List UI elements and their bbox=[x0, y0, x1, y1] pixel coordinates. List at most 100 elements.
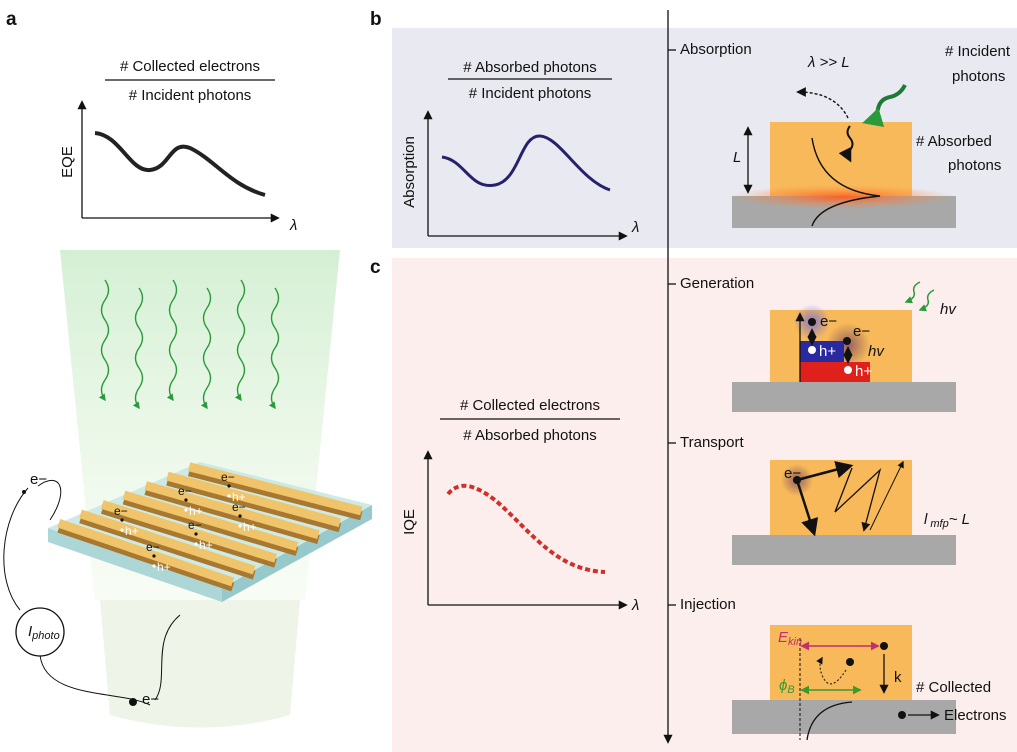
electron-label: e− bbox=[820, 313, 837, 330]
hole-label: h+ bbox=[855, 363, 872, 380]
symbol: l bbox=[924, 511, 928, 528]
electron-label: e− bbox=[853, 323, 870, 340]
subscript: mfp bbox=[930, 518, 948, 530]
electrode bbox=[100, 500, 277, 563]
rate-label: k bbox=[894, 669, 902, 686]
wire bbox=[3, 487, 29, 611]
hot-hole-band bbox=[800, 362, 870, 382]
reflection bbox=[816, 656, 847, 685]
collected-label: Electrons bbox=[944, 707, 1007, 724]
photon-label: hv bbox=[868, 343, 885, 360]
electron-dot bbox=[898, 711, 906, 719]
ammeter bbox=[15, 607, 65, 657]
symbol: E bbox=[778, 629, 789, 646]
absorbed-label: photons bbox=[948, 157, 1001, 174]
slab-side bbox=[48, 528, 222, 602]
electron-dot bbox=[184, 498, 188, 502]
electrode-side bbox=[166, 476, 342, 533]
electron-label: e− bbox=[114, 504, 128, 518]
y-axis-label: Absorption bbox=[401, 136, 418, 208]
electron-dot bbox=[194, 532, 198, 536]
electrode-side bbox=[188, 467, 363, 521]
substrate bbox=[732, 700, 956, 734]
electron-dot bbox=[129, 698, 137, 706]
electron-dot bbox=[22, 490, 26, 494]
electron-label: e− bbox=[784, 465, 801, 482]
hole-label: h+ bbox=[157, 560, 171, 574]
electron-label: e− bbox=[232, 500, 246, 514]
iqe-curve bbox=[446, 483, 606, 574]
panel-label: a bbox=[6, 9, 17, 30]
absorbed-photon bbox=[838, 125, 854, 163]
electrode-side bbox=[57, 524, 235, 592]
photon-wave bbox=[132, 287, 144, 410]
subscript: kin bbox=[788, 636, 802, 648]
ratio-numerator: # Collected electrons bbox=[120, 58, 260, 75]
hole-label: h+ bbox=[125, 524, 139, 538]
electron-dot bbox=[238, 514, 242, 518]
incident-label: # Incident bbox=[945, 43, 1011, 60]
panel-a: a # Collected electrons # Incident photo… bbox=[3, 9, 372, 728]
electron-label: e− bbox=[146, 540, 160, 554]
panel-label: b bbox=[370, 9, 382, 30]
electron-label: e− bbox=[178, 484, 192, 498]
x-axis-label: λ bbox=[631, 219, 639, 236]
hole-dot bbox=[808, 346, 816, 354]
electrode bbox=[79, 509, 256, 575]
hole-label: h+ bbox=[232, 490, 246, 504]
transmitted-light bbox=[100, 600, 300, 728]
hole-dot bbox=[120, 528, 124, 532]
electrode bbox=[166, 471, 342, 528]
ratio-denominator: # Absorbed photons bbox=[463, 427, 596, 444]
hole-dot bbox=[844, 366, 852, 374]
trajectory bbox=[834, 467, 882, 532]
ratio-denominator: # Incident photons bbox=[469, 85, 592, 102]
absorption-diagram: L λ >> L # Incident photons # Absorbed p… bbox=[730, 43, 1011, 228]
electron-label: e− bbox=[221, 470, 235, 484]
x-axis-label: λ bbox=[631, 597, 639, 614]
hole-dot bbox=[152, 564, 156, 568]
panel-label: c bbox=[370, 257, 381, 278]
stage-label: Generation bbox=[680, 275, 754, 292]
incident-photon bbox=[862, 84, 907, 127]
panel-c-background bbox=[392, 258, 1017, 752]
hole-label: h+ bbox=[243, 520, 257, 534]
current-label: Iphoto bbox=[28, 623, 60, 642]
electrode-side bbox=[144, 486, 320, 544]
absorption-glow bbox=[730, 185, 954, 209]
thickness-label: L bbox=[733, 149, 741, 166]
hole-label: h+ bbox=[189, 504, 203, 518]
photon-wave bbox=[268, 287, 280, 410]
stage-label: Absorption bbox=[680, 41, 752, 58]
hole-dot bbox=[184, 508, 188, 512]
incident-label: photons bbox=[952, 68, 1005, 85]
generation-diagram: e− h+ e− h+ hv hv bbox=[732, 281, 957, 412]
schottky-barrier bbox=[806, 701, 853, 741]
field-profile bbox=[811, 137, 881, 227]
ratio-denominator: # Incident photons bbox=[129, 87, 252, 104]
x-axis-label: λ bbox=[289, 217, 297, 234]
electron-dot bbox=[880, 642, 888, 650]
eqe-curve bbox=[94, 131, 266, 197]
symbol: I bbox=[28, 623, 32, 640]
electrode-side bbox=[100, 505, 277, 568]
photon-wave bbox=[904, 281, 921, 304]
collected-label: # Collected bbox=[916, 679, 991, 696]
hole-dot bbox=[238, 524, 242, 528]
hole-label: h+ bbox=[199, 538, 213, 552]
barrier-label: ϕB bbox=[779, 677, 795, 696]
symbol: ϕ bbox=[779, 677, 787, 694]
subscript: photo bbox=[31, 630, 60, 642]
electron-label: e− bbox=[142, 691, 159, 708]
electron-dot bbox=[120, 518, 124, 522]
photon-wave bbox=[234, 279, 246, 402]
transport-diagram: e− l mfp~ L bbox=[732, 460, 970, 565]
substrate bbox=[732, 382, 956, 412]
y-axis-label: EQE bbox=[59, 146, 76, 178]
wire bbox=[154, 614, 181, 701]
photon-wave bbox=[166, 279, 178, 402]
electron-label: e− bbox=[188, 518, 202, 532]
energy-label: Ekin bbox=[778, 629, 802, 648]
absorption-curve bbox=[441, 134, 611, 192]
device: e−h+e−h+e−h+e−h+e−h+e−h+ bbox=[48, 462, 372, 602]
